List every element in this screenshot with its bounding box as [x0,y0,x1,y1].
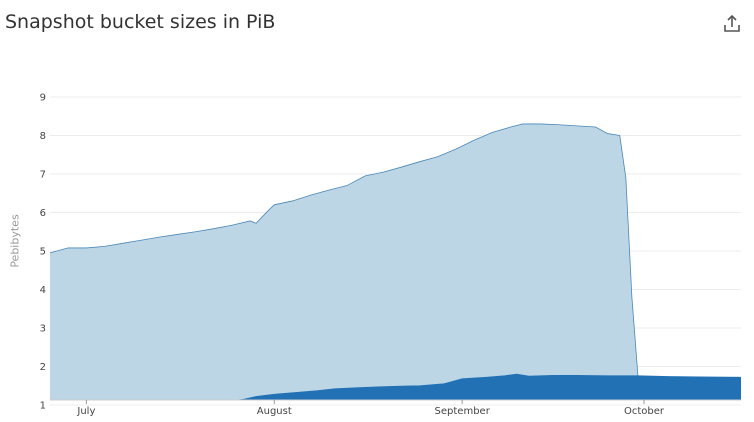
y-tick-label-3: 3 [40,324,46,335]
x-tick-label-august: August [257,406,292,417]
x-tick-label-september: September [435,406,491,417]
y-tick-label-5: 5 [40,247,46,258]
y-tick-label-4: 4 [40,285,46,296]
x-tick-label-october: October [624,406,665,417]
chart-title: Snapshot bucket sizes in PiB [5,11,276,33]
area-series-1 [50,123,638,400]
y-tick-label-1: 1 [40,401,46,412]
y-tick-label-6: 6 [40,208,46,219]
area-series-1-outline [49,123,639,377]
share-export-icon [724,15,740,32]
x-axis: July August September October [50,399,741,417]
y-axis-ticks: 1 2 3 4 5 6 7 8 9 [40,93,46,412]
y-tick-label-2: 2 [40,362,46,373]
area-series-2-outline [237,373,742,401]
x-tick-label-july: July [76,406,95,417]
area-series [49,123,742,401]
y-tick-label-7: 7 [40,170,46,181]
y-tick-label-9: 9 [40,93,46,104]
export-button[interactable] [721,13,743,35]
area-series-2 [237,374,741,400]
y-tick-label-8: 8 [40,131,46,142]
